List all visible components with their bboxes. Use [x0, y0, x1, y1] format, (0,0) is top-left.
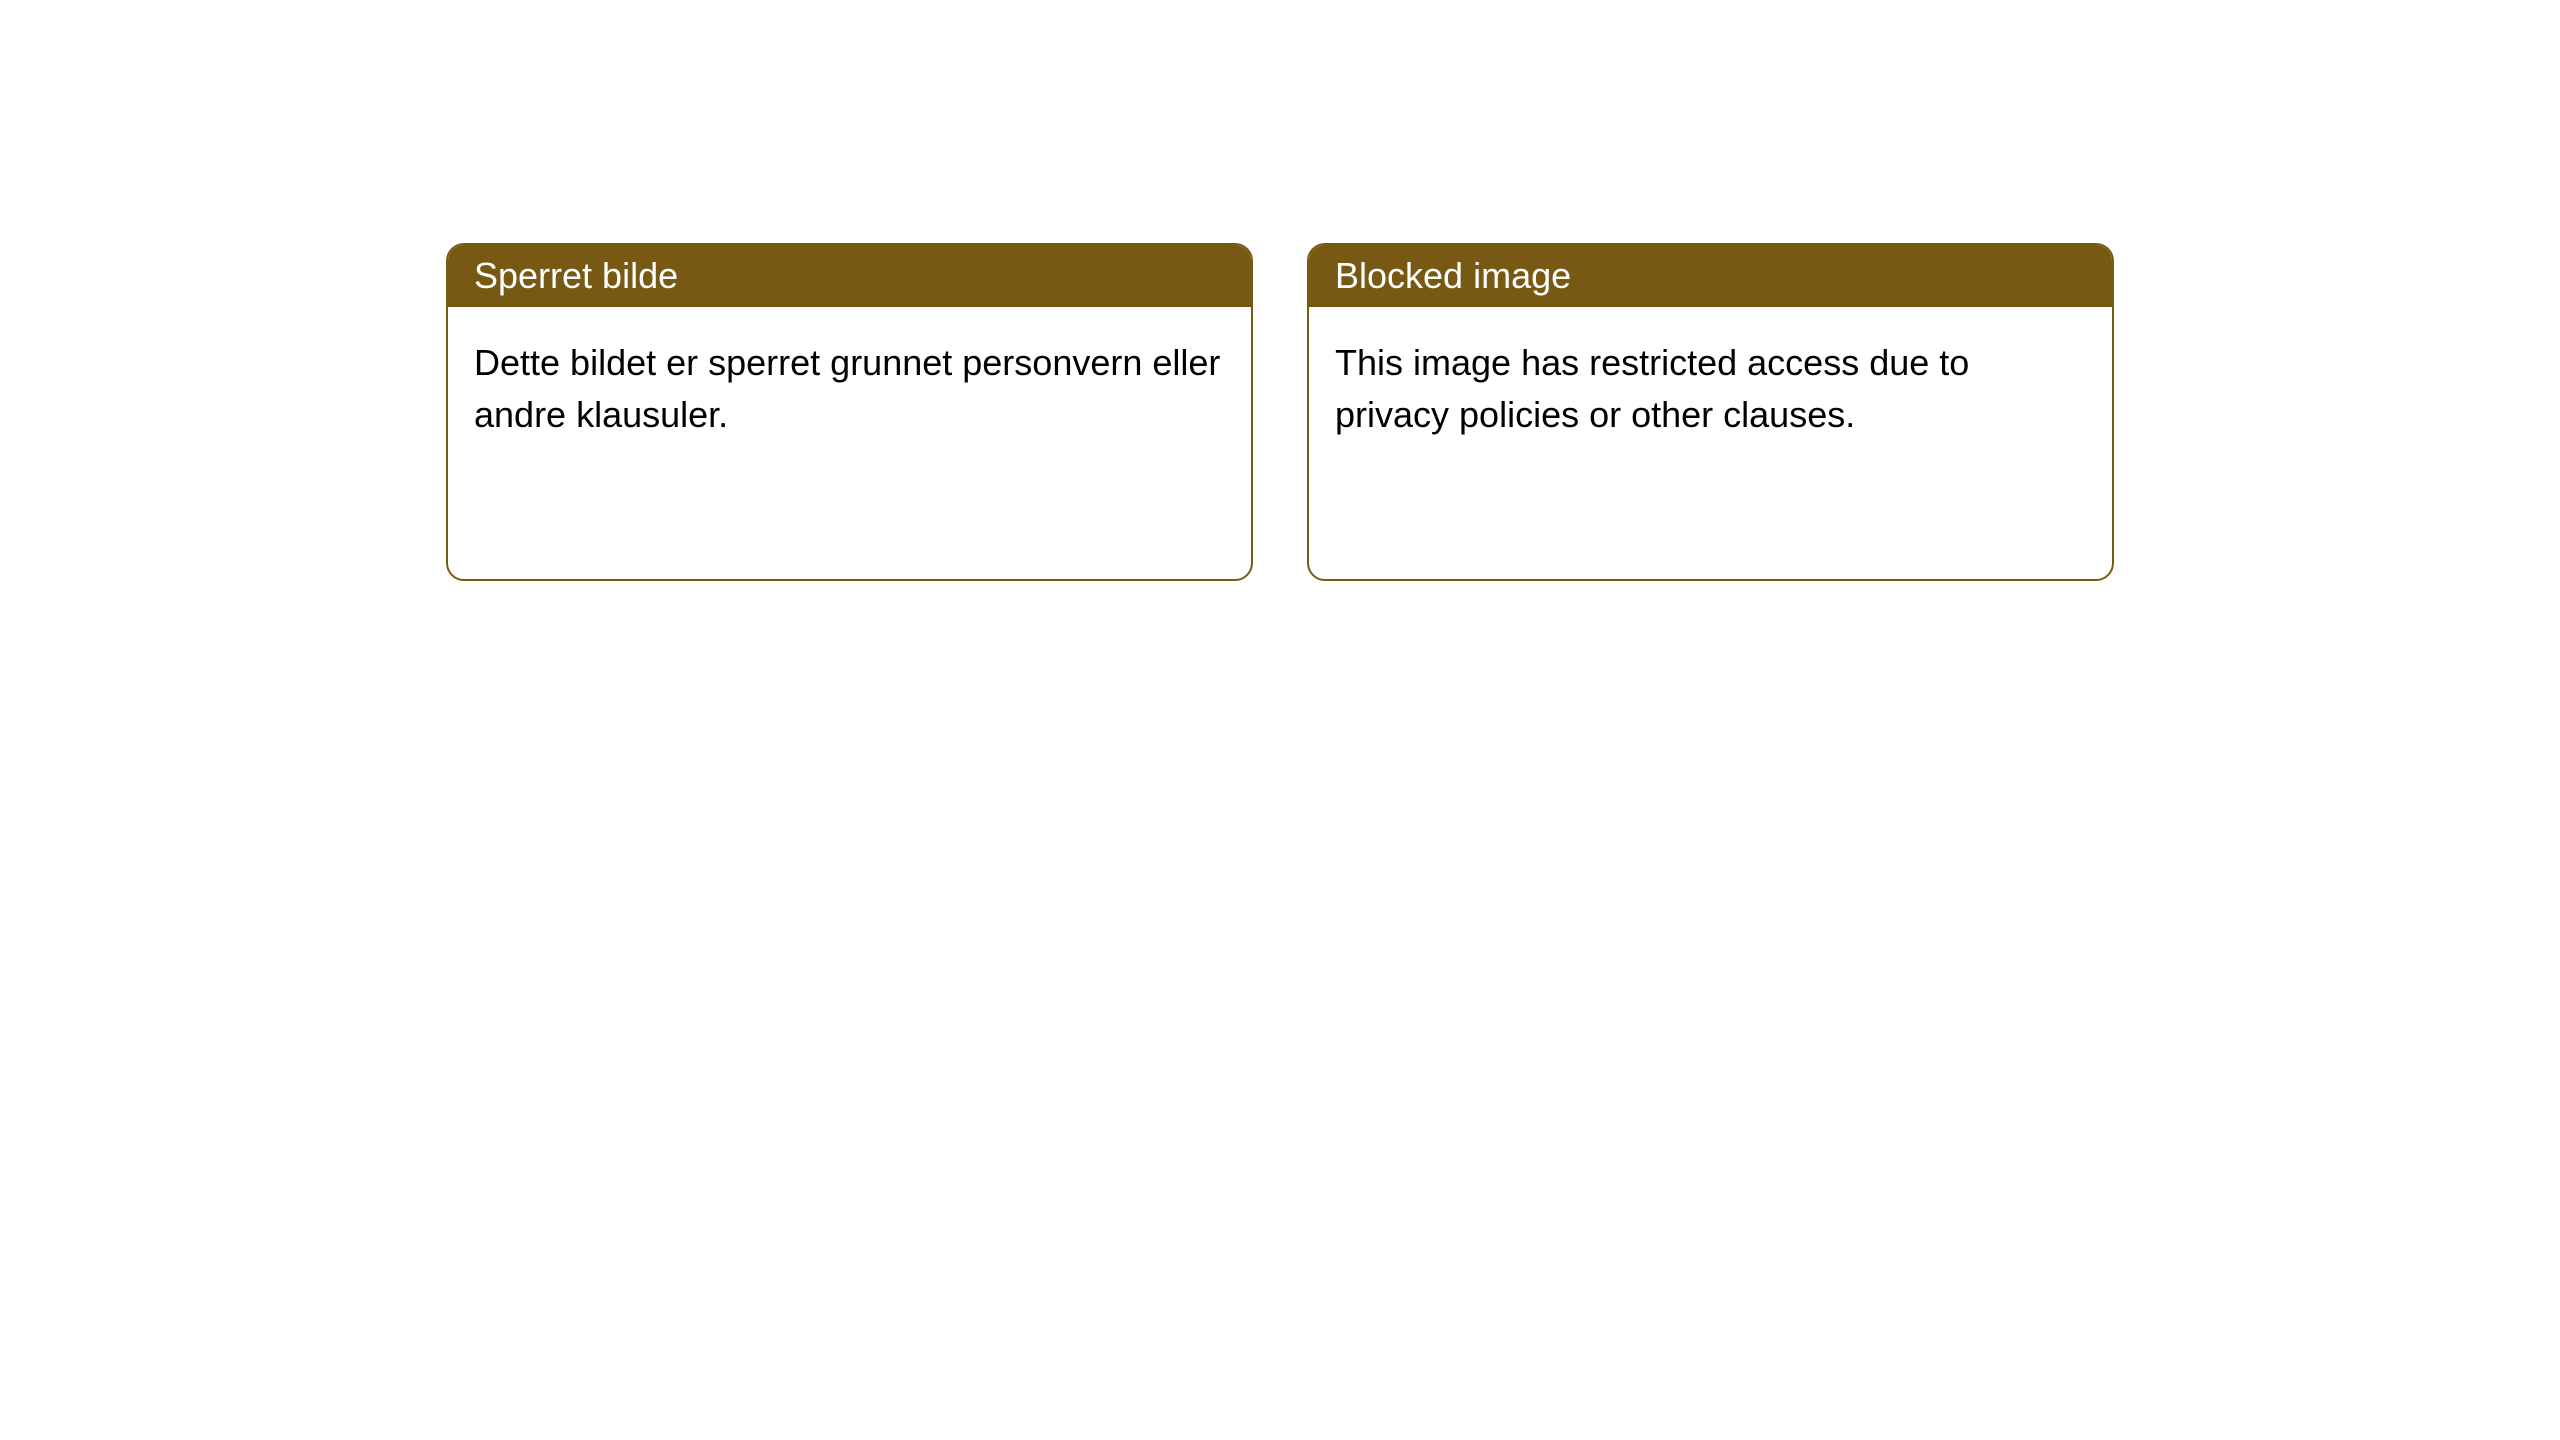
notice-title-english: Blocked image: [1335, 255, 1571, 297]
notice-container: Sperret bilde Dette bildet er sperret gr…: [446, 243, 2114, 581]
notice-card-norwegian: Sperret bilde Dette bildet er sperret gr…: [446, 243, 1253, 581]
notice-header-norwegian: Sperret bilde: [448, 245, 1251, 307]
notice-text-english: This image has restricted access due to …: [1335, 342, 1969, 435]
notice-title-norwegian: Sperret bilde: [474, 255, 678, 297]
notice-header-english: Blocked image: [1309, 245, 2112, 307]
notice-card-english: Blocked image This image has restricted …: [1307, 243, 2114, 581]
notice-text-norwegian: Dette bildet er sperret grunnet personve…: [474, 342, 1220, 435]
notice-body-norwegian: Dette bildet er sperret grunnet personve…: [448, 307, 1251, 471]
notice-body-english: This image has restricted access due to …: [1309, 307, 2112, 471]
